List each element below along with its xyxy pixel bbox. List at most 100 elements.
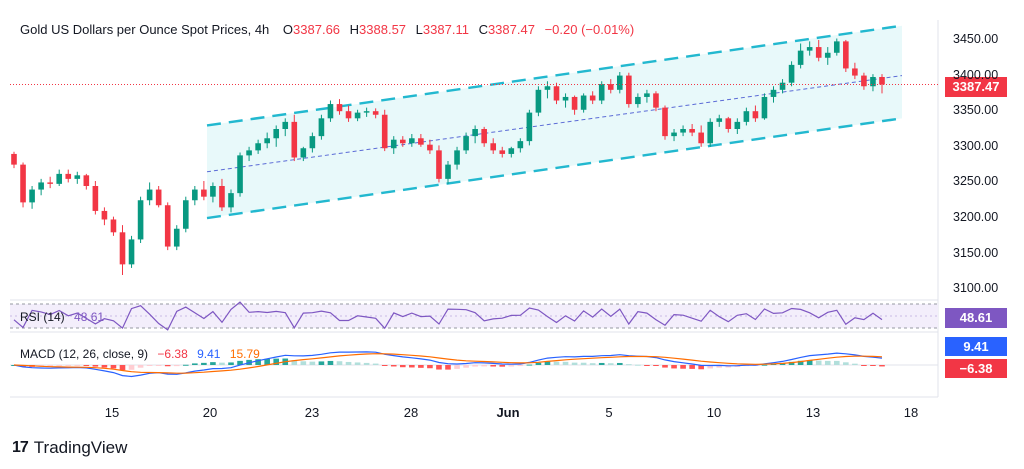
candle-body (788, 64, 795, 83)
candle-body (399, 139, 406, 144)
candle-body (56, 173, 63, 184)
macd-histogram-bar (517, 365, 524, 367)
macd-histogram-bar (607, 363, 614, 365)
macd-label: MACD (12, 26, close, 9) (20, 347, 149, 361)
macd-histogram-bar (300, 361, 307, 365)
macd-histogram-bar (273, 358, 280, 365)
candle-body (363, 111, 370, 113)
macd-histogram-bar (436, 365, 442, 370)
tradingview-logo-icon: 17 (12, 439, 29, 456)
macd-histogram-bar (201, 362, 207, 365)
macd-histogram-bar (761, 364, 768, 366)
candle-body (436, 150, 442, 179)
candle-body (734, 121, 741, 130)
macd-histogram-bar (345, 361, 352, 365)
y-tick-label: 3200.00 (953, 210, 999, 225)
macd-histogram-bar (680, 365, 686, 369)
macd-histogram-bar (119, 365, 126, 371)
channel-mid-line (206, 75, 903, 173)
candle-body (508, 148, 515, 154)
candle-body (210, 185, 216, 197)
candle-body (282, 121, 289, 130)
candle-body (264, 138, 270, 144)
candle-body (354, 112, 361, 119)
candle-body (228, 193, 234, 208)
candle-body (83, 175, 90, 186)
candle-body (635, 96, 641, 105)
macd-histogram-bar (653, 365, 659, 366)
macd-histogram-bar (499, 365, 506, 367)
candle-body (644, 93, 650, 97)
macd-histogram-bar (490, 365, 497, 367)
close-value: 3387.47 (487, 22, 535, 37)
macd-histogram-bar (571, 362, 578, 365)
macd-histogram-bar (418, 365, 424, 368)
macd-histogram-bar (146, 365, 153, 366)
macd-histogram-bar (580, 362, 587, 365)
candle-body (870, 76, 876, 87)
macd-histogram-bar (870, 365, 876, 366)
candle-body (418, 138, 424, 145)
candle-body (526, 112, 533, 142)
macd-histogram-bar (228, 362, 234, 365)
macd-hist-value: −6.38 (157, 347, 188, 361)
candle-body (680, 129, 686, 133)
candle-body (725, 118, 732, 130)
candle-body (806, 47, 813, 51)
macd-histogram-bar (562, 361, 569, 365)
macd-histogram-bar (264, 358, 270, 365)
macd-histogram-bar (192, 363, 198, 365)
candle-body (92, 185, 99, 211)
candle-body (797, 50, 804, 65)
change-value: −0.20 (−0.01%) (544, 22, 635, 37)
candle-body (707, 121, 714, 144)
candle-body (38, 182, 44, 190)
macd-histogram-bar (454, 365, 460, 369)
macd-histogram-bar (390, 365, 397, 367)
macd-histogram-bar (182, 364, 189, 366)
candle-body (146, 189, 153, 201)
macd-histogram-bar (815, 360, 822, 365)
candle-body (454, 150, 460, 165)
candle-body (662, 107, 668, 137)
channel-lower-line (206, 117, 903, 220)
candle-body (535, 89, 542, 113)
candle-body (743, 111, 750, 122)
candle-body (246, 150, 252, 156)
candle-body (653, 93, 659, 108)
candle-body (192, 189, 198, 201)
candle-body (852, 68, 858, 76)
macd-histogram-bar (309, 361, 316, 365)
rsi-label: RSI (14) (20, 310, 65, 324)
macd-histogram-bar (698, 365, 704, 370)
macd-histogram-bar (354, 362, 361, 365)
macd-histogram-bar (481, 365, 487, 367)
macd-histogram-bar (92, 365, 99, 367)
symbol-title: Gold US Dollars per Ounce Spot Prices, 4… (20, 22, 270, 37)
candle-body (716, 118, 723, 122)
macd-histogram-bar (219, 362, 225, 365)
high-value: 3388.57 (359, 22, 407, 37)
candle-body (309, 136, 316, 149)
candle-body (110, 219, 117, 233)
candle-body (20, 164, 26, 203)
macd-histogram-bar (83, 365, 90, 366)
candle-body (626, 75, 632, 105)
macd-histogram-bar (74, 365, 81, 366)
macd-histogram-bar (336, 361, 343, 365)
tradingview-branding[interactable]: 17 TradingView (12, 438, 127, 458)
macd-histogram-bar (861, 365, 867, 366)
candle-body (861, 75, 867, 87)
macd-histogram-bar (788, 361, 795, 365)
candle-body (472, 129, 478, 137)
macd-histogram-bar (137, 365, 144, 368)
candle-body (689, 129, 695, 133)
macd-histogram-bar (852, 363, 858, 365)
candle-body (47, 182, 53, 184)
x-tick-label: 18 (903, 405, 919, 420)
macd-histogram-bar (372, 363, 379, 365)
candle-body (390, 139, 397, 149)
candle-body (481, 129, 487, 144)
y-tick-label: 3250.00 (953, 174, 999, 189)
